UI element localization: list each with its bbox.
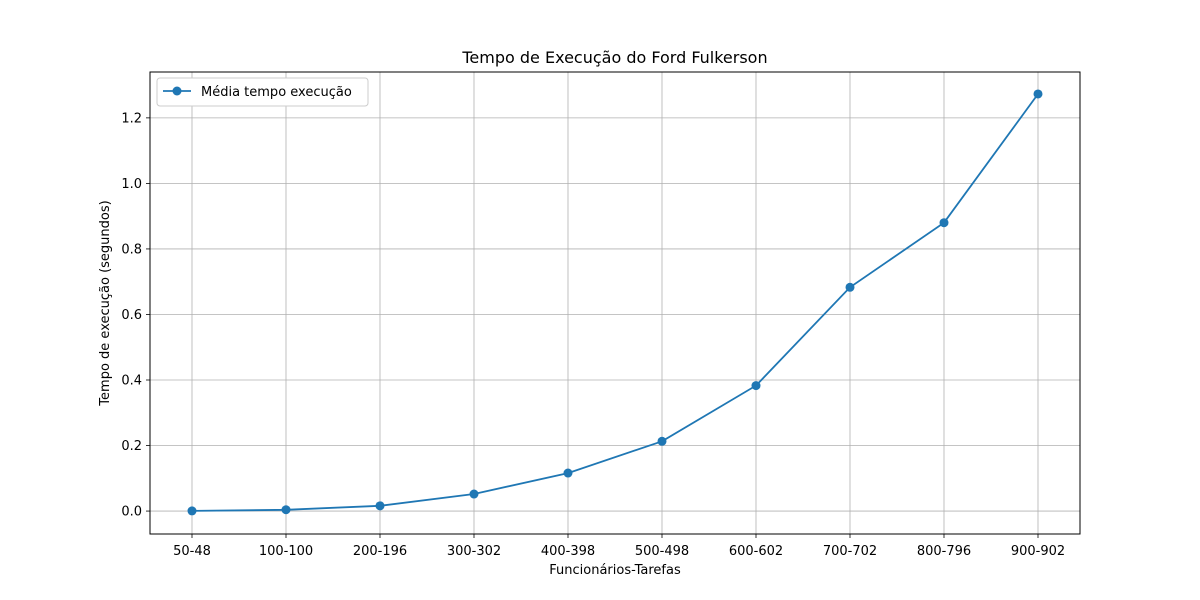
y-tick-label: 1.0 xyxy=(121,177,142,192)
x-tick-label: 700-702 xyxy=(823,544,877,559)
legend-entry-label: Média tempo execução xyxy=(201,85,352,100)
legend-box xyxy=(156,77,369,107)
y-tick-label: 0.0 xyxy=(121,505,142,520)
data-point xyxy=(1033,89,1043,99)
x-tick-label: 400-398 xyxy=(541,544,595,559)
data-point xyxy=(563,468,573,478)
series-line xyxy=(191,93,1039,512)
legend: Média tempo execução xyxy=(156,77,369,107)
data-point xyxy=(657,436,667,446)
data-point xyxy=(469,489,479,499)
x-tick-label: 900-902 xyxy=(1011,544,1065,559)
y-tick-label: 0.6 xyxy=(121,308,142,323)
x-tick-label: 600-602 xyxy=(729,544,783,559)
x-tick-label: 50-48 xyxy=(173,544,211,559)
y-tick-label: 0.4 xyxy=(121,374,142,389)
x-axis: 50-48 100-100 200-196 300-302 400-398 500-498… xyxy=(173,534,1065,559)
data-point xyxy=(281,505,291,515)
data-point xyxy=(375,501,385,511)
series-layer xyxy=(187,89,1043,516)
y-tick-label: 0.8 xyxy=(121,242,142,257)
x-tick-label: 100-100 xyxy=(259,544,313,559)
legend-marker-swatch xyxy=(172,86,182,96)
y-tick-label: 0.2 xyxy=(121,439,142,454)
y-axis: 0.0 0.2 0.4 0.6 0.8 1.0 1.2 xyxy=(121,111,150,520)
data-point xyxy=(939,218,949,228)
chart-title: Tempo de Execução do Ford Fulkerson xyxy=(461,48,767,67)
x-axis-label: Funcionários-Tarefas xyxy=(549,563,681,578)
x-tick-label: 200-196 xyxy=(353,544,407,559)
plot-frame xyxy=(149,71,1081,535)
data-point xyxy=(751,381,761,391)
data-point xyxy=(845,282,855,292)
x-tick-label: 800-796 xyxy=(917,544,971,559)
data-point xyxy=(187,506,197,516)
y-tick-label: 1.2 xyxy=(121,111,142,126)
x-tick-label: 500-498 xyxy=(635,544,689,559)
grid-lines xyxy=(150,72,1080,534)
y-axis-label: Tempo de execução (segundos) xyxy=(98,200,113,406)
x-tick-label: 300-302 xyxy=(447,544,501,559)
